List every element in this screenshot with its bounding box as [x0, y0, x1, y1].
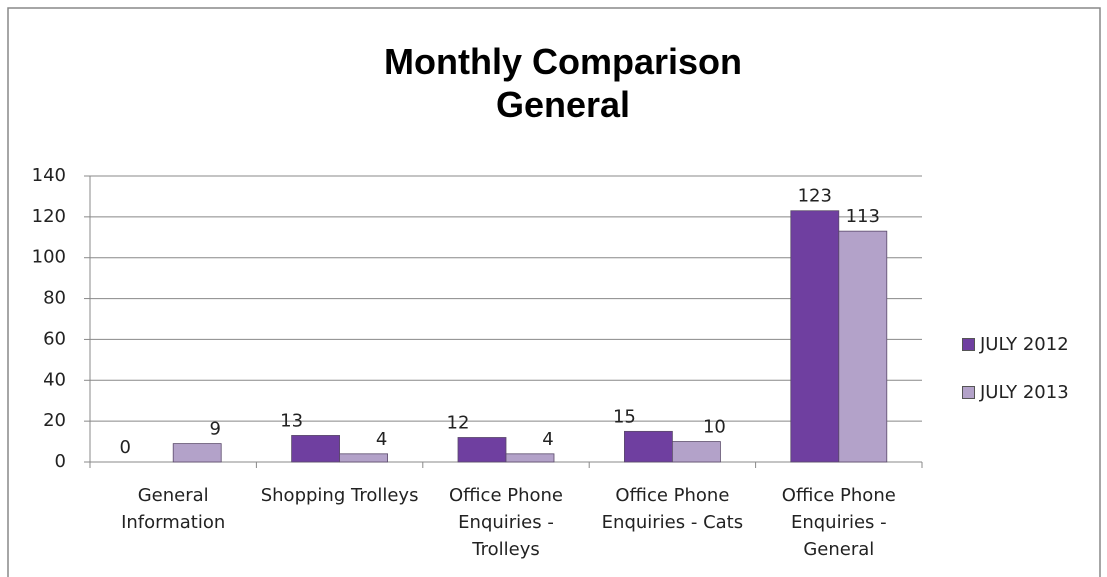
y-tick-label: 0	[55, 451, 66, 472]
bar	[505, 453, 555, 463]
data-label: 13	[280, 410, 303, 431]
legend-label: JULY 2013	[980, 382, 1069, 403]
data-label: 0	[119, 437, 130, 458]
x-tick-label: Office Phone Enquiries - General	[781, 485, 896, 560]
chart-title: Monthly Comparison General	[384, 41, 742, 125]
legend-item: JULY 2013	[962, 382, 1069, 403]
data-label: 113	[846, 206, 880, 227]
data-label: 15	[613, 406, 636, 427]
bar	[838, 230, 888, 463]
data-label: 4	[542, 429, 553, 450]
bar	[672, 441, 721, 463]
y-tick-label: 40	[43, 369, 66, 390]
bar	[339, 453, 389, 463]
y-tick-label: 20	[43, 410, 66, 431]
x-tick-label: General Information	[121, 485, 226, 533]
y-tick-label: 100	[32, 247, 66, 268]
bar	[457, 437, 507, 463]
legend-swatch	[962, 338, 975, 351]
data-label: 12	[447, 412, 470, 433]
data-label: 123	[798, 186, 832, 207]
y-tick-label: 80	[43, 288, 66, 309]
data-label: 4	[376, 429, 387, 450]
legend-item: JULY 2012	[962, 334, 1069, 355]
bar	[790, 210, 840, 463]
y-tick-label: 140	[32, 165, 66, 186]
data-label: 9	[209, 419, 220, 440]
x-tick-label: Office Phone Enquiries - Trolleys	[448, 485, 564, 560]
legend-swatch	[962, 386, 975, 399]
bar	[624, 430, 673, 463]
chart-border	[7, 7, 1101, 577]
y-tick-label: 120	[32, 206, 66, 227]
x-tick-label: Shopping Trolleys	[260, 485, 419, 506]
legend-label: JULY 2012	[980, 334, 1069, 355]
bar	[291, 435, 341, 463]
bar	[172, 443, 222, 463]
y-tick-label: 60	[43, 328, 66, 349]
x-tick-label: Office Phone Enquiries - Cats	[601, 485, 744, 533]
data-label: 10	[703, 417, 726, 438]
